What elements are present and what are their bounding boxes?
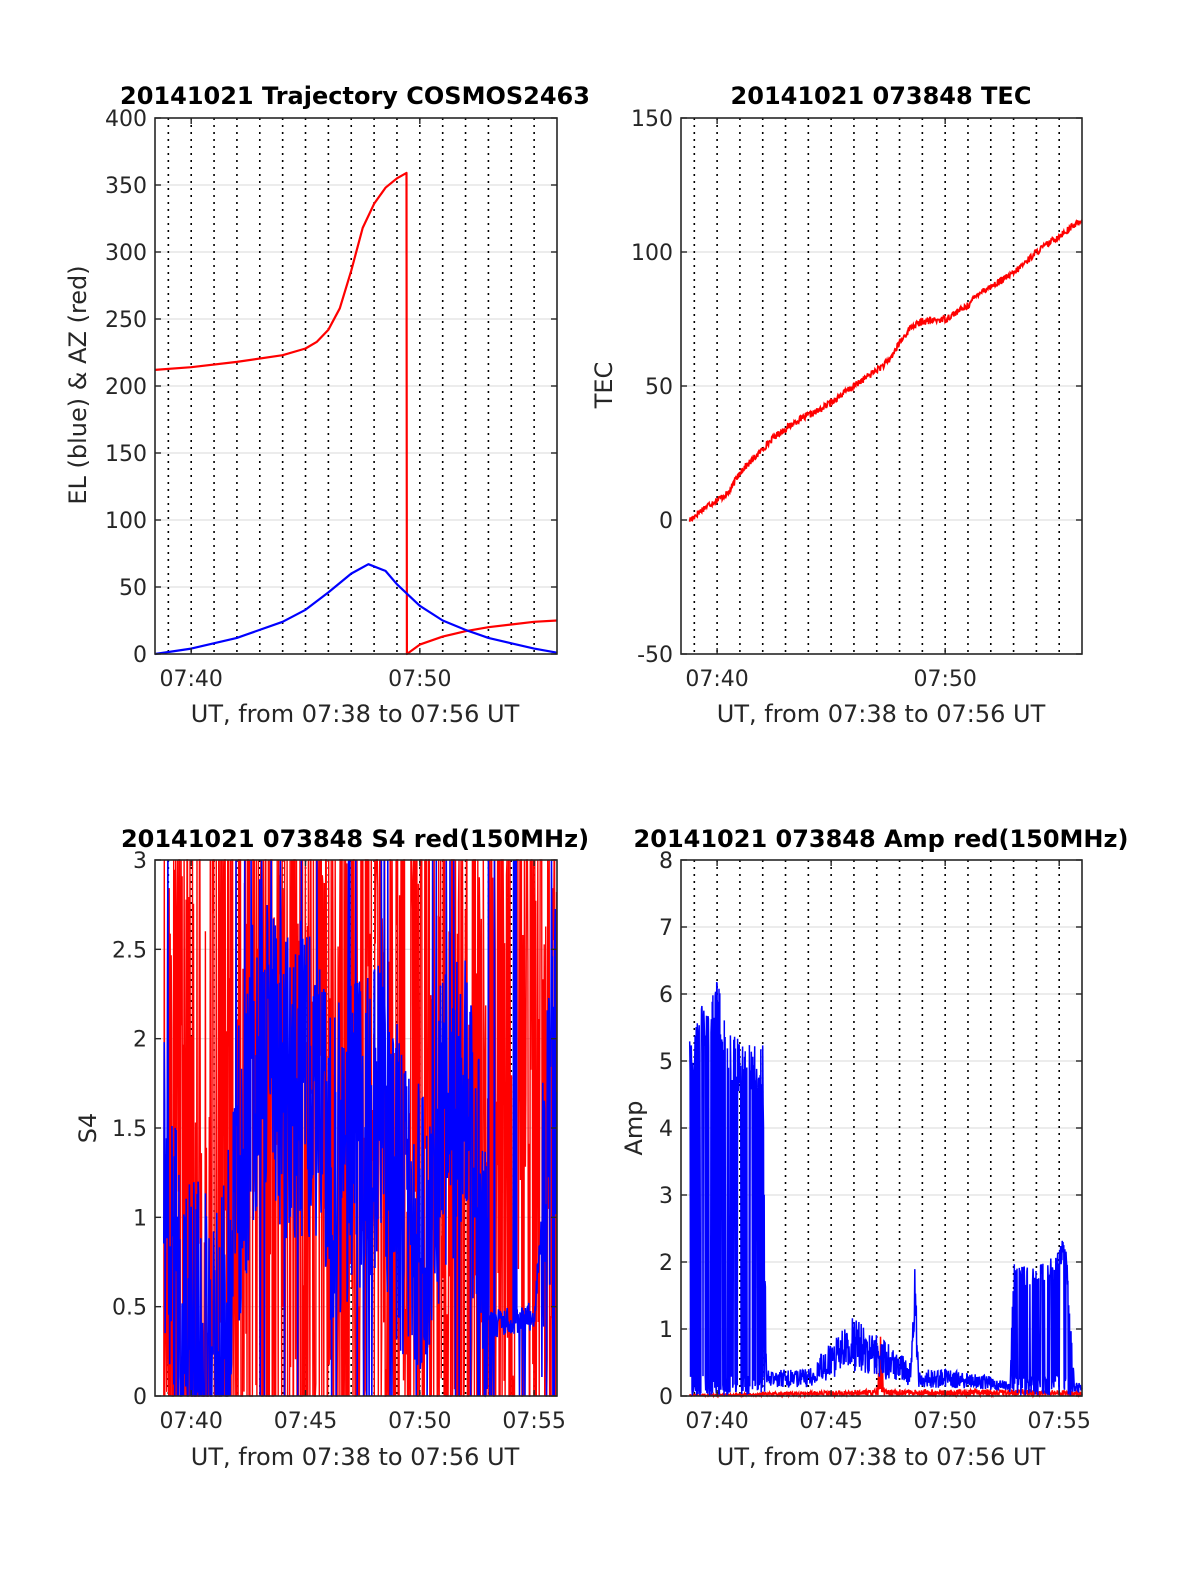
x-tick-label: 07:45 [799, 1409, 862, 1434]
x-tick-label: 07:45 [274, 1409, 337, 1434]
plot-2: 0 0.5 1 1.5 2 2.5 3 07:40 07:45 07:50 07:55 [112, 849, 566, 1434]
y-tick-label: 3 [133, 849, 147, 874]
y-axis-label: TEC [590, 362, 618, 410]
panel-amp: 20141021 073848 Amp red(150MHz) UT, from… [620, 825, 1128, 1471]
panel-tec: 20141021 073848 TEC UT, from 07:38 to 07… [590, 82, 1046, 728]
y-axis-label: Amp [620, 1100, 648, 1155]
y-tick-label: 7 [659, 916, 673, 941]
y-tick-label: 3 [659, 1184, 673, 1209]
y-tick-label: 0 [133, 1385, 147, 1410]
plot-0: 0 50 100 150 200 250 300 350 400 07:40 07:50 [105, 107, 558, 692]
y-tick-label: 250 [105, 308, 147, 333]
y-tick-label: 350 [105, 174, 147, 199]
y-tick-label: 2.5 [112, 938, 147, 963]
panel-title: 20141021 073848 Amp red(150MHz) [634, 825, 1129, 853]
x-axis-label: UT, from 07:38 to 07:56 UT [717, 1443, 1046, 1471]
y-tick-label: 300 [105, 241, 147, 266]
x-tick-label: 07:50 [913, 667, 976, 692]
series-line [154, 563, 558, 656]
y-tick-label: 150 [631, 107, 673, 132]
y-tick-label: 5 [659, 1050, 673, 1075]
y-tick-label: 8 [659, 849, 673, 874]
x-tick-label: 07:40 [685, 667, 748, 692]
plot-3: 0 1 2 3 4 5 6 7 8 07:40 07:45 07:50 07:55 [659, 849, 1091, 1434]
y-axis-label: S4 [74, 1113, 102, 1144]
y-tick-label: 50 [119, 576, 147, 601]
y-tick-label: 200 [105, 375, 147, 400]
y-tick-label: 2 [659, 1251, 673, 1276]
panel-title: 20141021 073848 TEC [731, 82, 1032, 110]
y-tick-label: 0 [659, 509, 673, 534]
y-tick-label: 4 [659, 1117, 673, 1142]
y-tick-label: 1 [659, 1318, 673, 1343]
x-tick-label: 07:40 [159, 667, 222, 692]
x-tick-label: 07:40 [159, 1409, 222, 1434]
series-line [688, 218, 1083, 523]
panel-trajectory: 20141021 Trajectory COSMOS2463 UT, from … [64, 82, 590, 728]
y-tick-label: 0 [133, 643, 147, 668]
x-axis-label: UT, from 07:38 to 07:56 UT [191, 700, 520, 728]
panel-s4: 20141021 073848 S4 red(150MHz) UT, from … [74, 825, 589, 1471]
x-tick-label: 07:50 [913, 1409, 976, 1434]
y-tick-label: -50 [637, 643, 673, 668]
x-tick-label: 07:55 [502, 1409, 565, 1434]
y-tick-label: 1.5 [112, 1117, 147, 1142]
series-line [163, 859, 558, 1398]
plot-1: -50 0 50 100 150 07:40 07:50 [631, 107, 1083, 692]
y-tick-label: 100 [105, 509, 147, 534]
y-tick-label: 2 [133, 1028, 147, 1053]
y-tick-label: 1 [133, 1206, 147, 1231]
series-line [154, 171, 558, 656]
panel-title: 20141021 Trajectory COSMOS2463 [120, 82, 590, 110]
x-axis-label: UT, from 07:38 to 07:56 UT [191, 1443, 520, 1471]
y-tick-label: 0.5 [112, 1296, 147, 1321]
y-tick-label: 0 [659, 1385, 673, 1410]
y-axis-label: EL (blue) & AZ (red) [64, 265, 92, 504]
y-tick-label: 6 [659, 983, 673, 1008]
panel-title: 20141021 073848 S4 red(150MHz) [121, 825, 589, 853]
x-tick-label: 07:55 [1027, 1409, 1090, 1434]
x-tick-label: 07:40 [685, 1409, 748, 1434]
y-tick-label: 150 [105, 442, 147, 467]
y-tick-label: 50 [645, 375, 673, 400]
y-tick-label: 100 [631, 241, 673, 266]
x-tick-label: 07:50 [388, 1409, 451, 1434]
x-tick-label: 07:50 [388, 667, 451, 692]
y-tick-label: 400 [105, 107, 147, 132]
x-axis-label: UT, from 07:38 to 07:56 UT [717, 700, 1046, 728]
series-line [688, 981, 1083, 1397]
